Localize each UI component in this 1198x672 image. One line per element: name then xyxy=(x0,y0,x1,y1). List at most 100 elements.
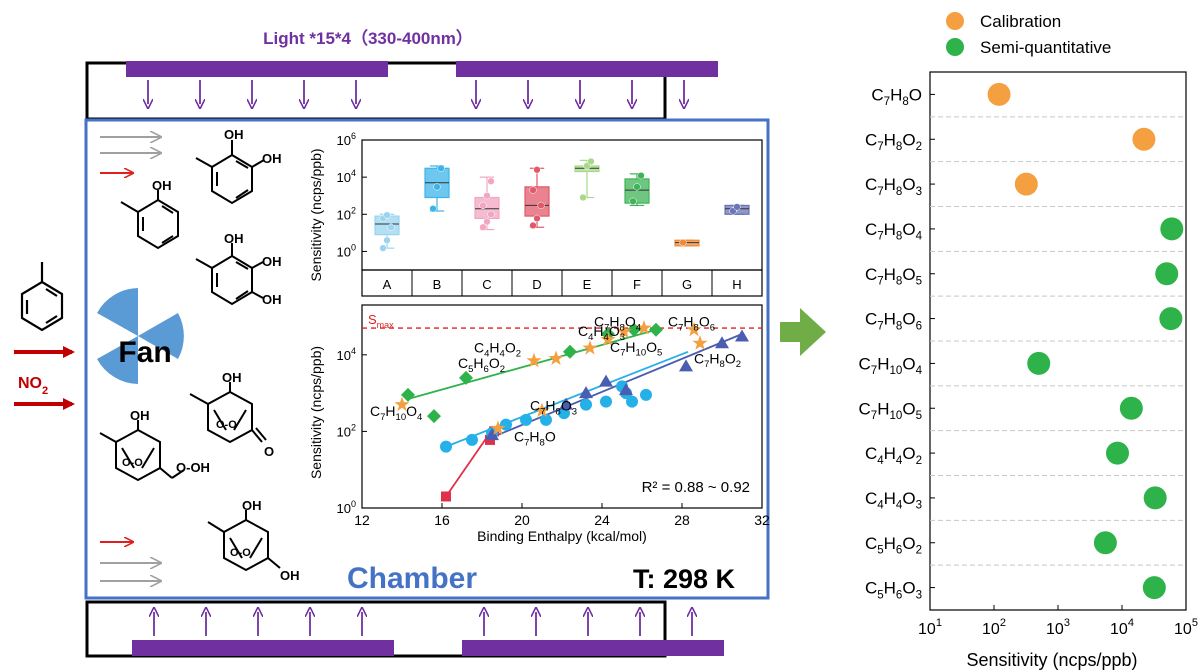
formula-label: C7H10O4 xyxy=(859,354,923,377)
box-point xyxy=(629,197,637,205)
data-point-circle xyxy=(520,413,532,426)
oh-label: OH xyxy=(130,408,150,423)
box-point xyxy=(679,238,687,247)
box-point xyxy=(379,244,387,252)
data-dot xyxy=(1027,351,1051,375)
uv-lamp-top-right xyxy=(456,61,718,77)
x-tick-label: 105 xyxy=(1174,617,1198,638)
data-point-star xyxy=(534,402,550,417)
data-point-triangle xyxy=(679,359,693,372)
x-tick-label: 12 xyxy=(354,512,370,528)
data-dot xyxy=(1155,262,1179,286)
oxygen-label: O xyxy=(264,444,274,459)
oh-label: OH xyxy=(262,151,282,166)
dot-plot: Calibration Semi-quantitative C7H8O C7H8O2 C… xyxy=(859,12,1198,670)
data-point-diamond xyxy=(427,409,441,424)
data-point-diamond xyxy=(563,344,577,359)
formula-label: C7H8O5 xyxy=(865,265,922,288)
box-point xyxy=(533,166,541,174)
box-point xyxy=(487,210,495,218)
formula-annotation: C7H10O5 xyxy=(610,339,662,359)
scatter-frame xyxy=(361,304,763,509)
uv-lamp-bottom-right xyxy=(462,640,724,656)
category-label: H xyxy=(732,277,741,292)
data-point-circle xyxy=(558,407,570,420)
legend-swatch xyxy=(946,12,964,30)
light-arrows-bottom xyxy=(154,612,692,636)
box-point xyxy=(633,183,641,191)
bicyclic-ketone-structure xyxy=(189,382,267,444)
data-point-square xyxy=(441,491,451,502)
data-dot xyxy=(1159,307,1183,331)
box-point xyxy=(479,223,487,231)
x-tick-label: 103 xyxy=(1046,617,1070,638)
x-tick-label: 24 xyxy=(594,512,610,528)
formula-annotation: C4H4O2 xyxy=(474,339,521,359)
formula-annotation: C7H8O2 xyxy=(694,350,741,370)
data-point-circle xyxy=(440,440,452,453)
category-label: A xyxy=(383,277,392,292)
x-tick-label: 101 xyxy=(918,617,942,638)
x-tick-label: 104 xyxy=(1110,617,1134,638)
data-point-star xyxy=(692,335,708,350)
box-point xyxy=(579,193,587,202)
category-label: C xyxy=(482,277,491,292)
formula-label: C7H8O xyxy=(871,85,922,108)
ooh-label: O-OH xyxy=(176,460,210,475)
box-point xyxy=(637,172,645,180)
box-point xyxy=(433,183,441,191)
box-point xyxy=(383,236,391,244)
oxygen-label: O-O xyxy=(122,457,143,469)
data-point-circle xyxy=(626,395,638,408)
x-tick-label: 20 xyxy=(514,512,530,528)
box xyxy=(474,196,500,220)
oh-label: OH xyxy=(242,498,262,513)
flow-arrow-right xyxy=(780,308,826,356)
top-lamp-housing xyxy=(85,61,718,121)
formula-annotation: C7H8O xyxy=(514,428,556,448)
light-label: Light *15*4（330-400nm） xyxy=(263,28,473,48)
category-label: E xyxy=(583,277,592,292)
data-dot xyxy=(1119,396,1143,420)
data-point-circle xyxy=(540,413,552,426)
box-point xyxy=(383,211,391,219)
data-point-star xyxy=(526,352,542,368)
data-dot xyxy=(1014,172,1038,196)
box-point xyxy=(537,201,545,210)
light-arrows-top xyxy=(148,80,684,104)
box-point xyxy=(483,192,491,200)
category-label: F xyxy=(633,277,641,292)
box-point xyxy=(437,164,445,172)
flow-arrows-top xyxy=(100,137,160,173)
data-point-triangle xyxy=(599,374,613,387)
oh-label: OH xyxy=(224,231,244,246)
bicyclic-peroxide-structure xyxy=(99,420,185,482)
data-point-diamond xyxy=(649,322,663,337)
formula-label: C5H6O3 xyxy=(865,579,922,602)
data-point-triangle xyxy=(735,329,749,342)
data-dot xyxy=(1093,531,1117,555)
formula-annotation: C7H8O3 xyxy=(530,398,577,418)
formula-annotation: C7H8O4 xyxy=(594,313,642,333)
oxygen-label: O-O xyxy=(216,419,237,431)
uv-lamp-bottom-left xyxy=(132,640,394,656)
box-point xyxy=(529,221,537,230)
box-point xyxy=(429,205,437,213)
fit-line xyxy=(445,350,689,448)
formula-annotation: C4H4O3 xyxy=(578,323,625,343)
category-label: G xyxy=(682,277,692,292)
chamber-label: Chamber xyxy=(347,562,477,595)
oh-label: OH xyxy=(222,370,242,385)
pyrogallol-structure xyxy=(195,243,264,306)
data-point-triangle xyxy=(559,397,573,410)
box-point xyxy=(587,157,595,166)
oh-label: OH xyxy=(280,568,300,583)
data-point-star xyxy=(548,350,564,365)
oxygen-label: O-O xyxy=(230,547,251,559)
x-tick-label: 32 xyxy=(754,512,770,528)
data-point-triangle xyxy=(485,428,499,441)
data-point-circle xyxy=(600,395,612,408)
data-point-star xyxy=(616,323,632,339)
